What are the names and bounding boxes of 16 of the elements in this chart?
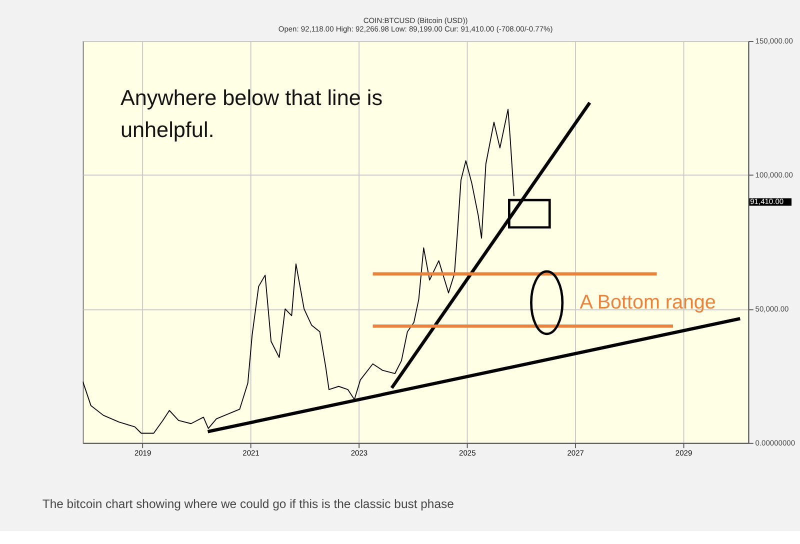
- y-tick-label: 0.00000000: [755, 438, 796, 448]
- x-tick-label: 2023: [350, 448, 368, 458]
- y-tick-label: 50,000.00: [755, 304, 789, 314]
- annotation: A Bottom range: [580, 291, 716, 314]
- chart-subtitle: Open: 92,118.00 High: 92,266.98 Low: 89,199.00 Cur: 91,410.00 (-708.00/-0.77%): [278, 24, 554, 34]
- x-tick-label: 2027: [567, 448, 584, 458]
- x-tick-label: 2019: [134, 448, 152, 458]
- x-tick-label: 2029: [675, 448, 692, 458]
- x-tick-label: 2021: [242, 448, 260, 458]
- text: The bitcoin chart showing where we could go if this is the classic bust phase: [42, 496, 454, 511]
- annotation: Anywhere below that line is unhelpful.: [120, 85, 383, 142]
- y-tick-label: 100,000.00: [755, 170, 793, 180]
- text: 91,410.00: [750, 196, 784, 206]
- y-tick-label: 150,000.00: [755, 36, 793, 46]
- chart-title: COIN:BTCUSD (Bitcoin (USD)): [363, 16, 468, 26]
- x-tick-label: 2025: [459, 448, 476, 458]
